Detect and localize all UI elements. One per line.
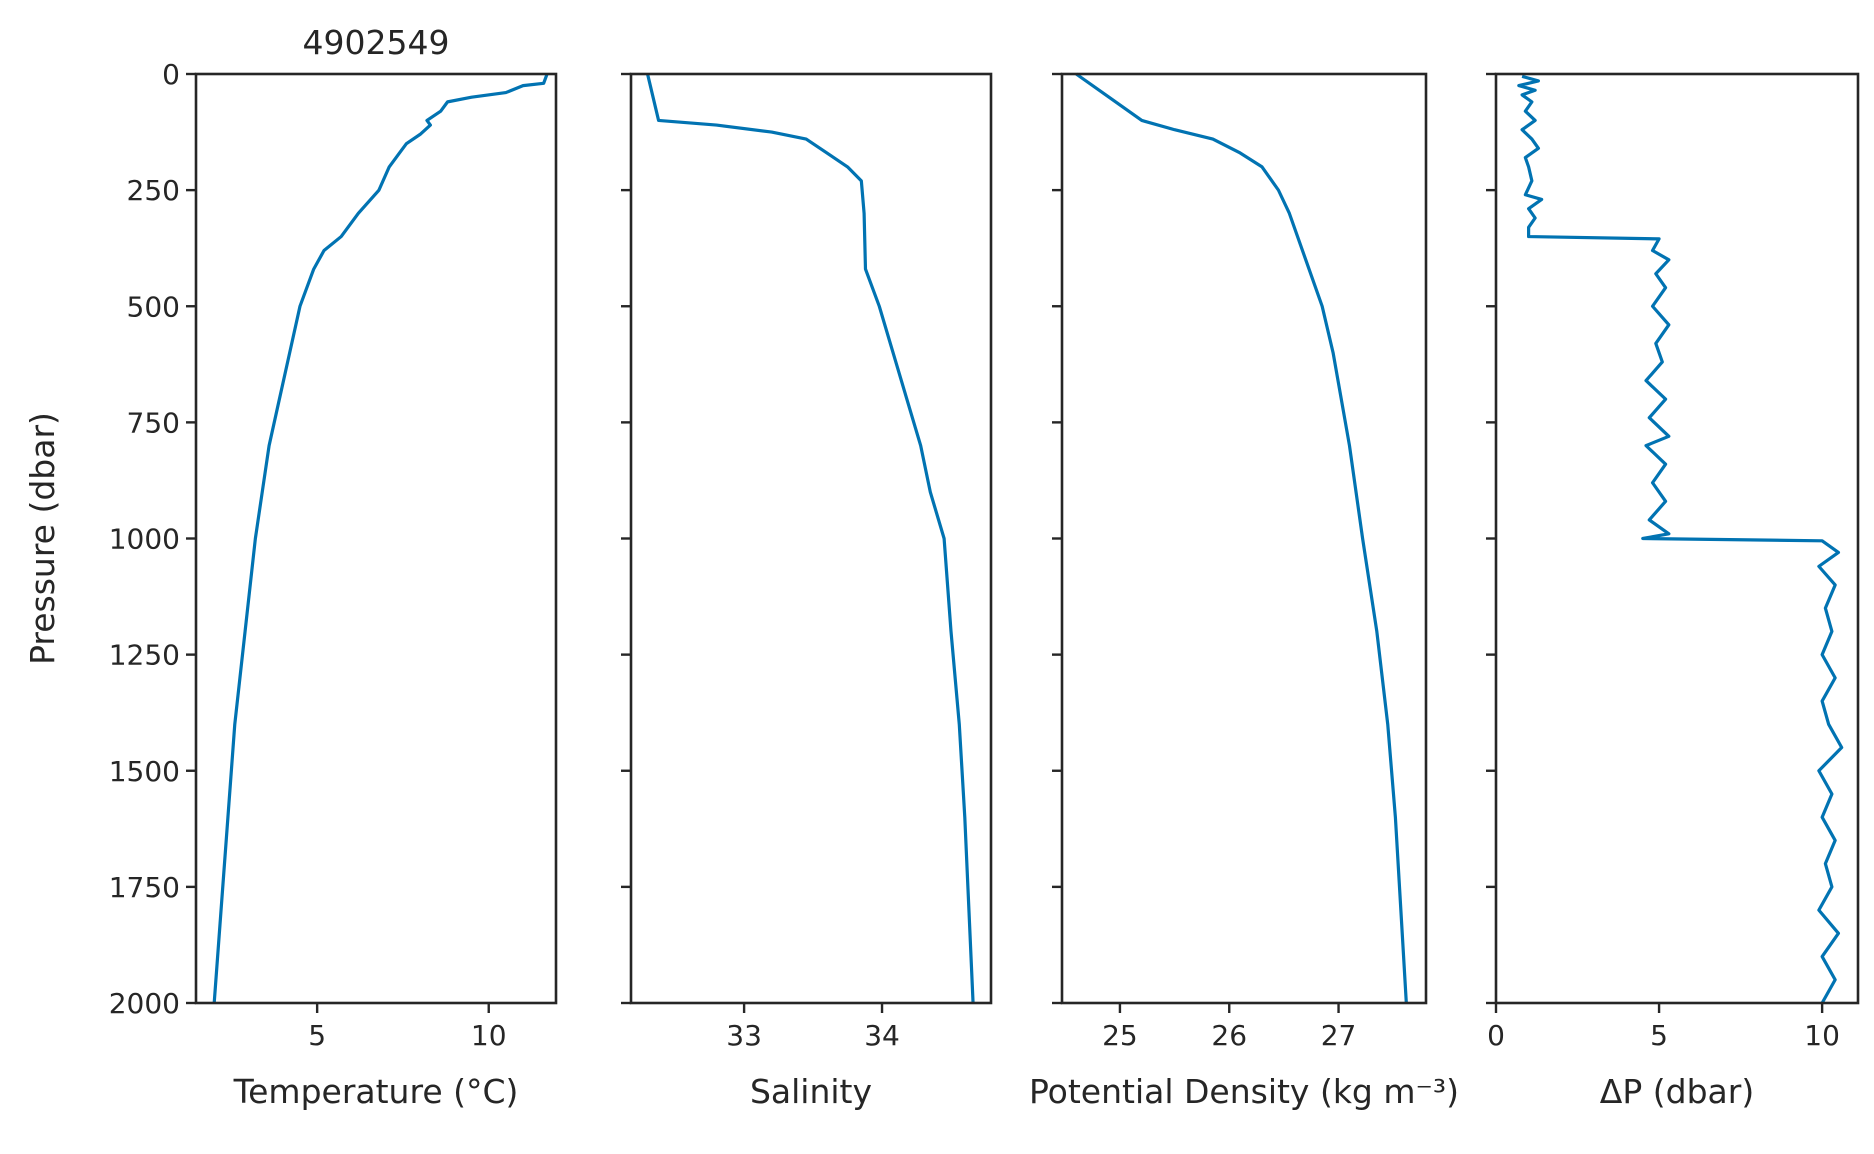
y-tick-label: 500 bbox=[127, 290, 180, 323]
x-axis-label: Salinity bbox=[750, 1072, 872, 1111]
x-tick-label: 25 bbox=[1102, 1019, 1138, 1052]
x-tick-label: 0 bbox=[1487, 1019, 1505, 1052]
profile-line bbox=[1075, 72, 1408, 1004]
y-tick-label: 1250 bbox=[109, 639, 180, 672]
x-tick-label: 5 bbox=[1650, 1019, 1668, 1052]
y-tick-label: 1750 bbox=[109, 871, 180, 904]
x-tick-label: 27 bbox=[1321, 1019, 1357, 1052]
x-axis-label: ΔP (dbar) bbox=[1600, 1072, 1754, 1111]
y-tick-label: 250 bbox=[127, 174, 180, 207]
x-axis-label: Potential Density (kg m⁻³) bbox=[1029, 1072, 1459, 1111]
profile-line bbox=[1517, 74, 1844, 1004]
profile-line bbox=[645, 73, 975, 1004]
x-tick-label: 26 bbox=[1211, 1019, 1247, 1052]
chart-title: 4902549 bbox=[303, 23, 450, 62]
x-tick-label: 33 bbox=[726, 1019, 762, 1052]
x-tick-label: 10 bbox=[471, 1019, 507, 1052]
x-tick-label: 5 bbox=[308, 1019, 326, 1052]
profile-line bbox=[212, 73, 549, 1004]
y-tick-label: 0 bbox=[162, 58, 180, 91]
y-tick-label: 2000 bbox=[109, 987, 180, 1020]
axes-frame bbox=[629, 72, 993, 1005]
x-axis-label: Temperature (°C) bbox=[233, 1072, 519, 1111]
y-tick-label: 1500 bbox=[109, 755, 180, 788]
y-axis-label: Pressure (dbar) bbox=[23, 412, 62, 665]
axes-frame bbox=[1060, 72, 1428, 1005]
y-tick-label: 750 bbox=[127, 406, 180, 439]
y-tick-label: 1000 bbox=[109, 523, 180, 556]
x-tick-label: 10 bbox=[1804, 1019, 1840, 1052]
axes-frame bbox=[194, 72, 558, 1005]
x-tick-label: 34 bbox=[864, 1019, 900, 1052]
